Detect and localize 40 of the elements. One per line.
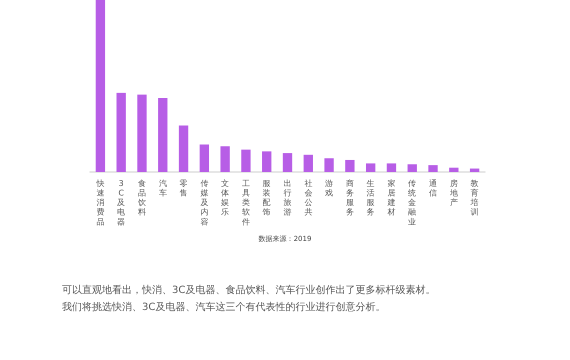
x-tick-label: 食品饮料: [136, 178, 146, 217]
x-tick-label: 3C及电器: [117, 178, 126, 226]
text: 可以直观地看出，快消、3C及电器、食品饮料、汽车行业创作出了更多标杆级素材。: [62, 284, 436, 298]
bar: [96, 0, 106, 172]
x-tick-label: 出行旅游: [284, 178, 292, 217]
x-tick-label: 房地产: [448, 178, 458, 208]
text: 我们将挑选快消、3C及电器、汽车这三个有代表性的行业进行创意分析。: [62, 300, 386, 315]
bar: [386, 163, 396, 172]
bar: [178, 126, 188, 172]
x-tick-label: 汽车: [158, 178, 167, 198]
bar: [428, 165, 438, 172]
bar: [158, 98, 168, 172]
bar: [408, 164, 417, 172]
x-tick-label: 商务服务: [346, 178, 354, 217]
bar: [282, 153, 292, 172]
bar: [116, 92, 126, 172]
x-tick-label: 服装配饰: [262, 178, 271, 217]
x-tick-label: 工具类软件: [242, 178, 250, 226]
bar: [345, 160, 355, 172]
x-tick-label: 通信: [429, 178, 438, 198]
bar: [262, 151, 272, 172]
x-tick-label: 生活服务: [366, 178, 375, 217]
x-tick-label: 传统金融业: [408, 178, 416, 226]
bar: [241, 150, 251, 172]
bar: [137, 94, 147, 172]
bar: [304, 154, 313, 172]
bar: [449, 168, 458, 172]
x-tick-label: 游戏: [325, 178, 334, 198]
x-tick-label: 家居建材: [386, 178, 396, 217]
x-tick-label: 文体娱乐: [221, 178, 230, 217]
x-tick-label: 快速消费品: [95, 178, 104, 226]
x-tick-label: 零售: [180, 178, 188, 198]
bar: [470, 168, 480, 172]
bar: [366, 163, 376, 172]
bar: [220, 146, 230, 172]
x-tick-label: 社会公共: [304, 178, 312, 217]
x-tick-label: 传媒及内容: [200, 178, 208, 226]
bar: [324, 158, 334, 172]
x-tick-label: 教育培训: [470, 178, 479, 217]
bar: [200, 144, 210, 172]
